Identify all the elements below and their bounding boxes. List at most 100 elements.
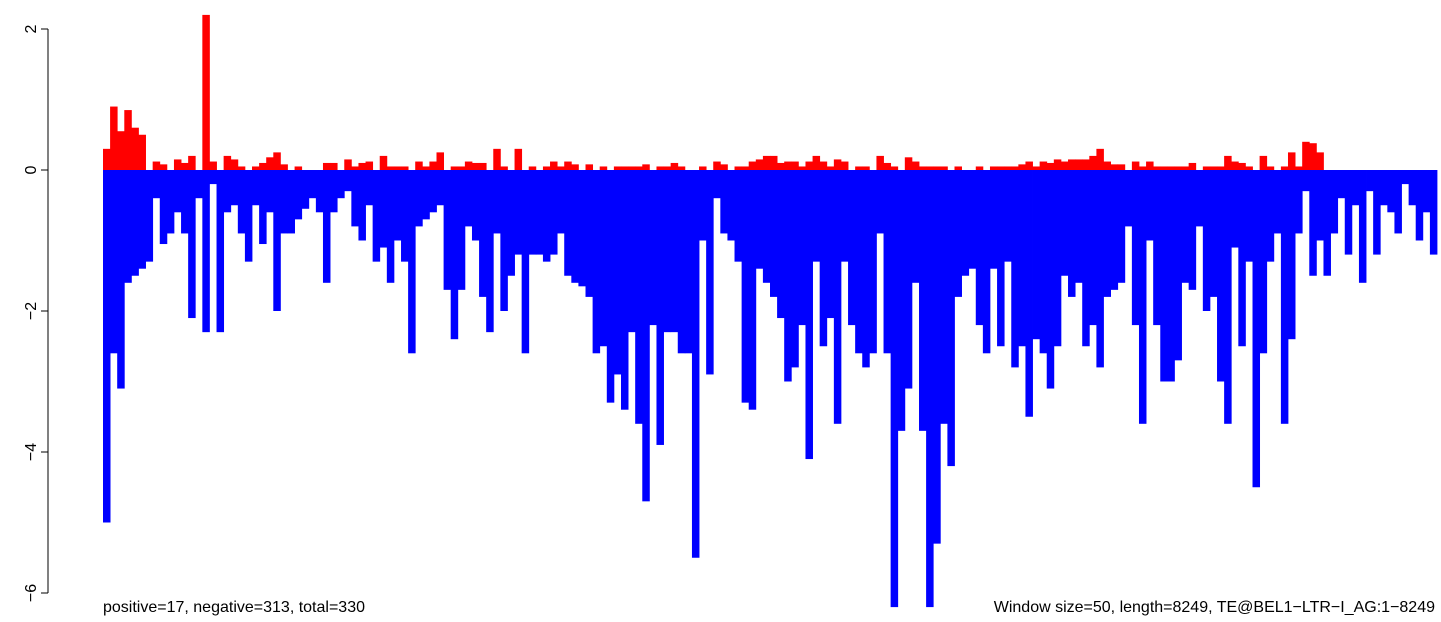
negative-bar	[1004, 170, 1012, 262]
positive-bar	[351, 166, 359, 170]
negative-bar	[883, 170, 892, 354]
negative-bar	[152, 170, 161, 199]
negative-bar	[550, 170, 558, 255]
positive-bar	[777, 162, 785, 170]
negative-bar	[762, 170, 771, 283]
positive-bar	[635, 166, 643, 170]
negative-bar	[103, 170, 111, 523]
negative-bar	[734, 170, 743, 262]
negative-bar	[1138, 170, 1147, 424]
negative-bar	[493, 170, 501, 234]
y-tick-label: −6	[23, 584, 40, 602]
positive-bar	[933, 166, 941, 170]
negative-bar	[166, 170, 175, 234]
positive-bar	[819, 161, 828, 170]
negative-bar	[415, 170, 423, 227]
negative-bar	[1280, 170, 1289, 424]
negative-bar	[1429, 170, 1438, 255]
positive-bar	[1266, 166, 1275, 170]
positive-bar	[344, 159, 352, 170]
negative-bar	[904, 170, 913, 389]
negative-bar	[1337, 170, 1346, 199]
negative-bar	[1295, 170, 1303, 234]
positive-bar	[500, 166, 508, 170]
positive-bar	[613, 166, 622, 170]
positive-bar	[1245, 166, 1253, 170]
negative-bar	[1344, 170, 1353, 255]
positive-bar	[1018, 164, 1026, 170]
negative-bar	[1323, 170, 1331, 276]
positive-bar	[237, 166, 246, 170]
negative-bar	[542, 170, 551, 262]
positive-bar	[762, 155, 771, 170]
positive-bar	[230, 159, 239, 170]
positive-bar	[1302, 141, 1310, 170]
positive-bar	[699, 166, 707, 170]
negative-bar	[897, 170, 906, 431]
negative-bar	[1181, 170, 1190, 283]
negative-bar	[344, 170, 352, 192]
negative-bar	[1068, 170, 1076, 297]
negative-bar	[287, 170, 295, 234]
negative-bar	[1082, 170, 1090, 347]
positive-bar	[514, 148, 523, 170]
negative-bar	[188, 170, 196, 319]
positive-bar	[110, 106, 118, 170]
negative-bar	[919, 170, 927, 431]
positive-bar	[266, 157, 274, 170]
negative-bar	[1146, 170, 1154, 241]
positive-bar	[209, 161, 217, 170]
negative-bar	[535, 170, 544, 255]
negative-bar	[450, 170, 459, 340]
positive-bar	[131, 127, 139, 170]
negative-bar	[237, 170, 246, 234]
negative-bar	[926, 170, 934, 608]
positive-bar	[1224, 155, 1232, 170]
positive-bar	[1287, 152, 1296, 171]
positive-bar	[1082, 159, 1090, 170]
positive-bar	[1068, 159, 1076, 170]
negative-bar	[223, 170, 232, 213]
positive-bar	[1075, 159, 1083, 170]
positive-bar	[1046, 162, 1055, 170]
negative-bar	[585, 170, 594, 297]
positive-bar	[223, 155, 232, 170]
positive-bar	[1004, 166, 1012, 170]
negative-bar	[315, 170, 324, 213]
negative-bar	[606, 170, 615, 403]
negative-bar	[1046, 170, 1055, 389]
positive-bar	[571, 164, 579, 170]
negative-bar	[1287, 170, 1296, 340]
positive-bar	[642, 164, 650, 170]
negative-bar	[833, 170, 842, 424]
positive-bar	[181, 162, 189, 170]
negative-bar	[1394, 170, 1402, 234]
negative-bar	[699, 170, 707, 241]
positive-bar	[358, 162, 366, 170]
positive-bar	[1011, 166, 1019, 170]
positive-bar	[770, 155, 778, 170]
positive-bar	[471, 162, 480, 170]
negative-bar	[436, 170, 444, 206]
positive-bar	[713, 161, 721, 170]
positive-bar	[755, 159, 764, 170]
negative-bar	[777, 170, 785, 319]
negative-bar	[330, 170, 338, 213]
negative-bar	[1259, 170, 1268, 354]
negative-bar	[1153, 170, 1161, 326]
negative-bar	[110, 170, 118, 354]
summary-annotation-left: positive=17, negative=313, total=330	[103, 599, 365, 616]
negative-bar	[784, 170, 792, 382]
positive-bar	[550, 161, 558, 170]
negative-bar	[138, 170, 146, 269]
positive-bar	[1117, 164, 1126, 170]
negative-bar	[365, 170, 374, 206]
negative-bar	[401, 170, 409, 262]
positive-bar	[202, 14, 210, 171]
negative-bar	[1252, 170, 1261, 488]
positive-bar	[159, 164, 168, 170]
negative-bar	[684, 170, 693, 354]
negative-bar	[840, 170, 849, 262]
positive-bar	[663, 166, 672, 170]
positive-bar	[1089, 155, 1097, 170]
